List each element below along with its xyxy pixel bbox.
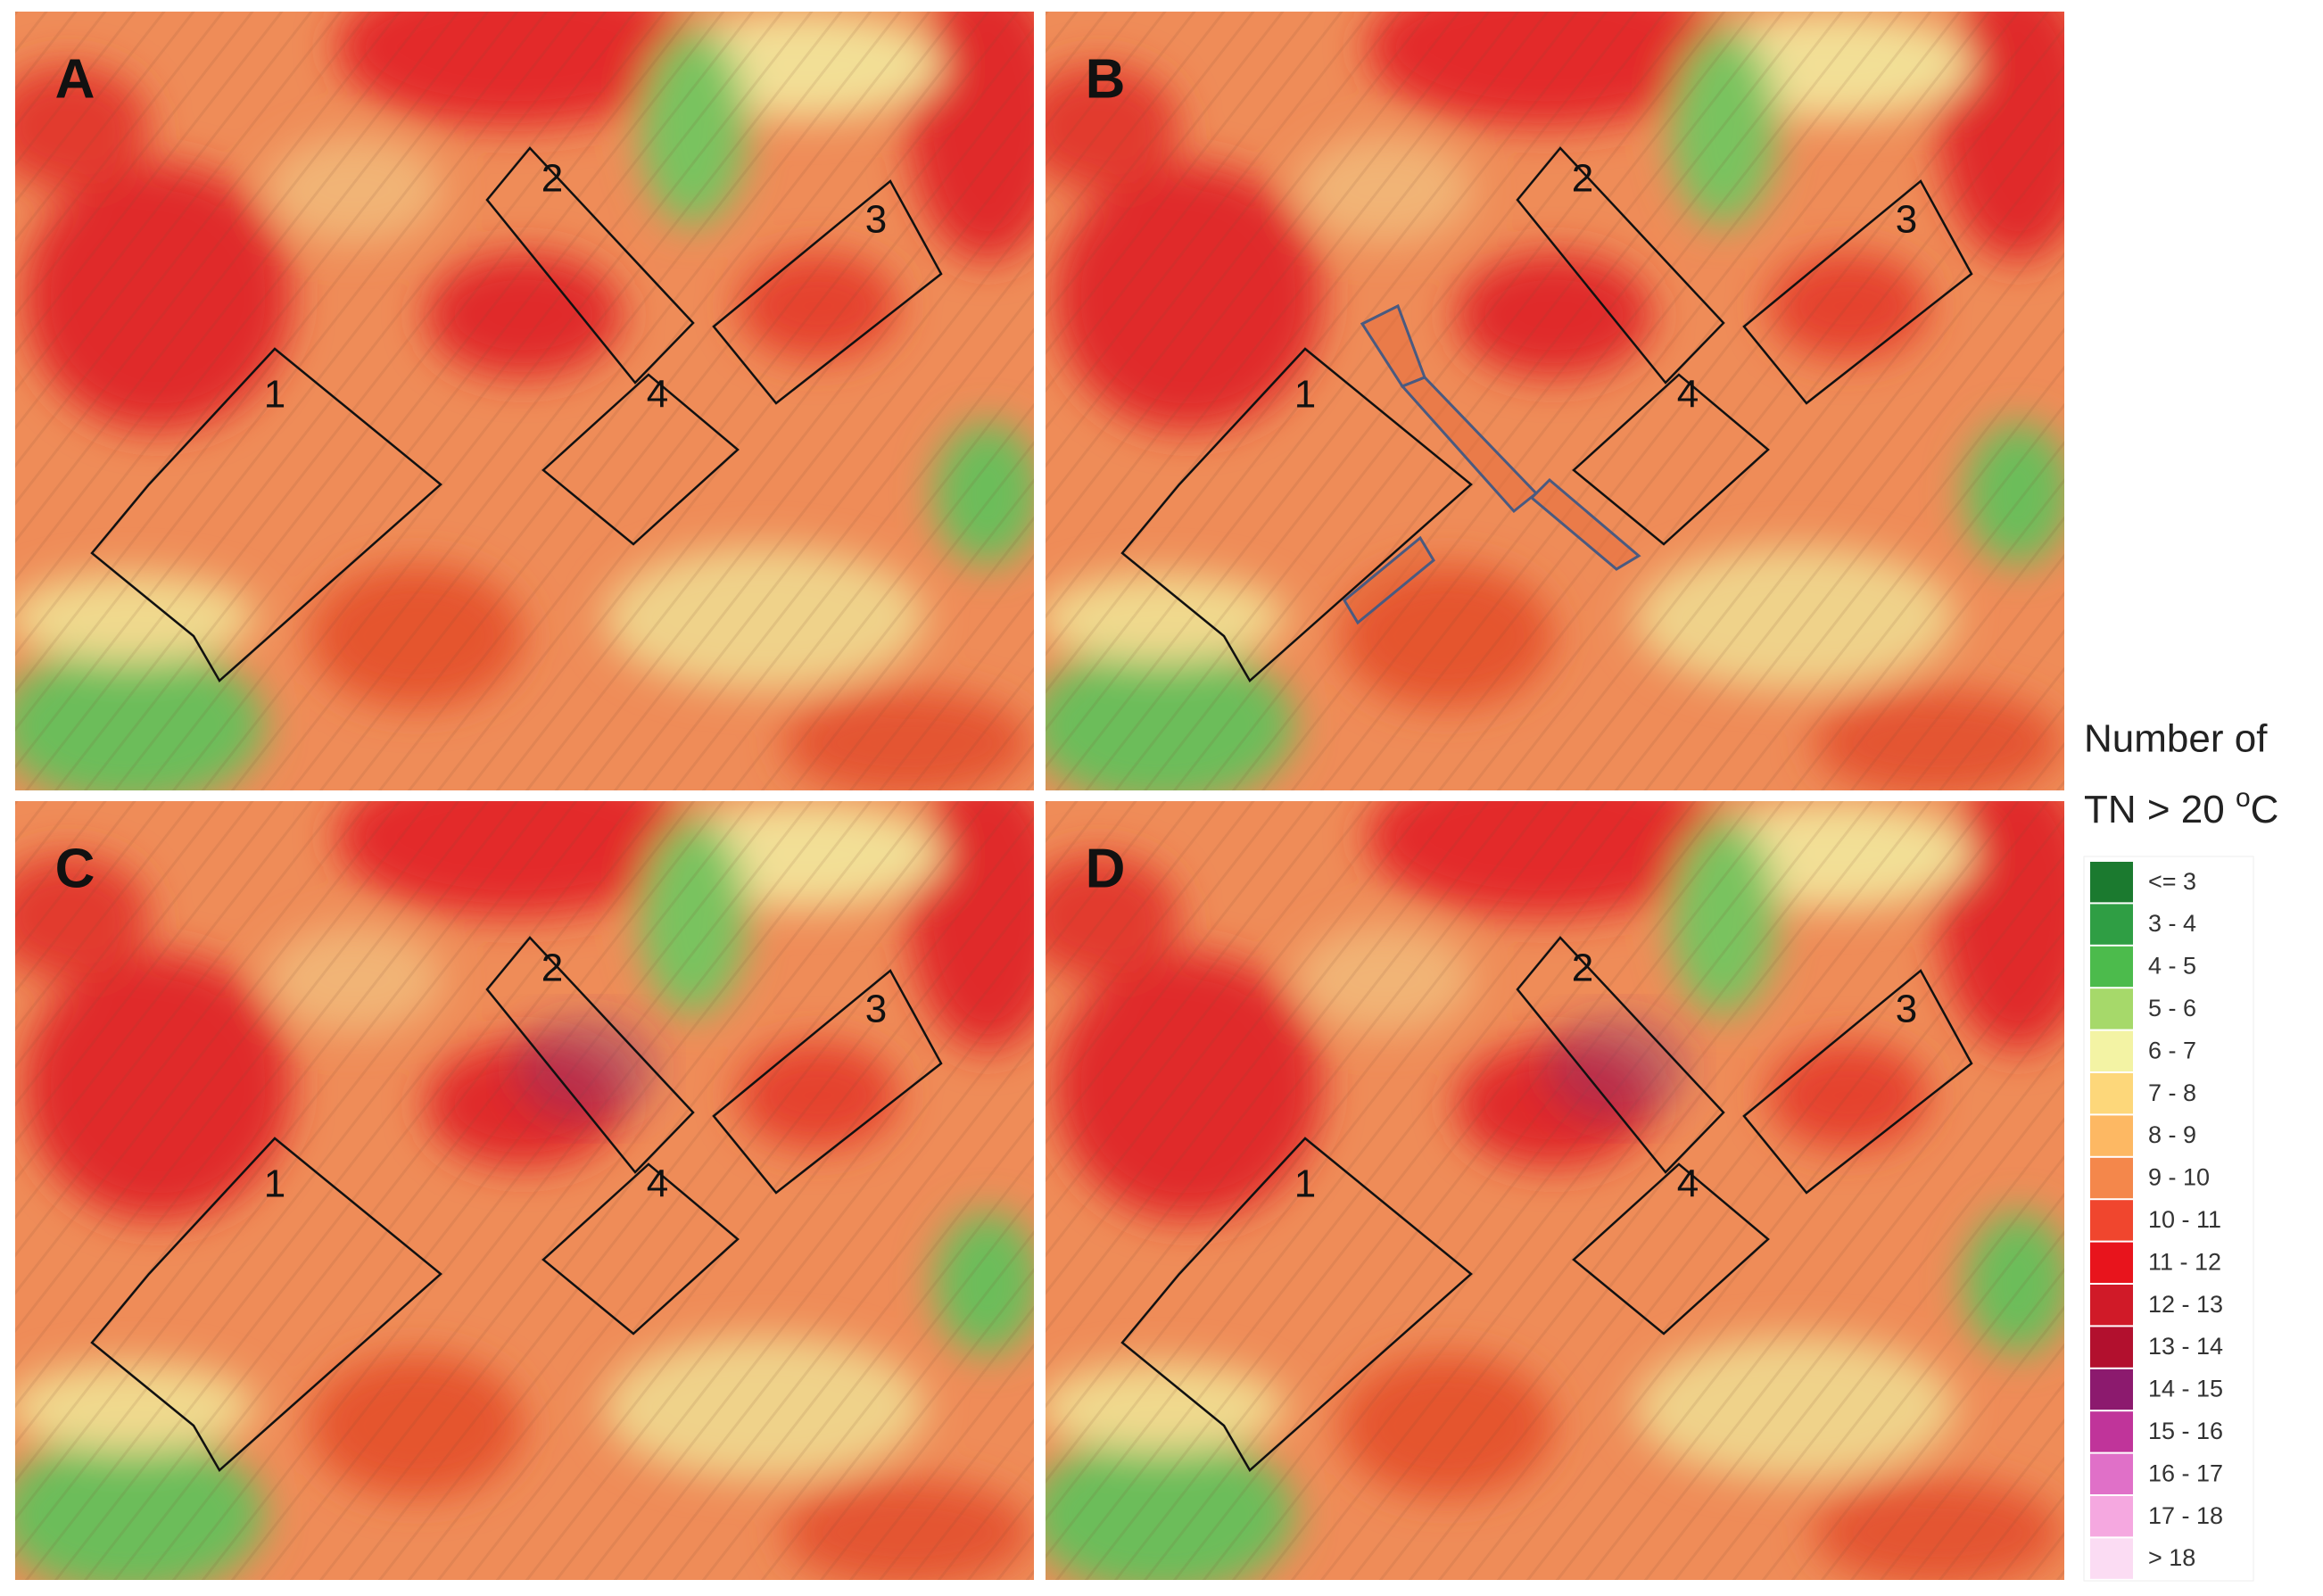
legend-label: 11 - 12	[2148, 1248, 2221, 1275]
zone-outline	[90, 347, 442, 682]
legend-label: 17 - 18	[2148, 1502, 2223, 1529]
zone-label: 2	[1572, 947, 1593, 990]
legend-swatch	[2090, 1242, 2133, 1283]
map-panel: 1 2 3 4 D	[1019, 757, 2098, 1595]
zone-outline	[541, 373, 740, 546]
zone-outline	[1742, 179, 1973, 405]
zone-label: 3	[865, 988, 887, 1031]
legend-label: 8 - 9	[2148, 1121, 2196, 1148]
legend-swatch	[2090, 1030, 2133, 1071]
legend-swatch	[2090, 1538, 2133, 1579]
legend-label: <= 3	[2148, 868, 2196, 895]
legend-swatch	[2090, 1115, 2133, 1156]
legend-label: 16 - 17	[2148, 1460, 2223, 1486]
legend-swatch	[2090, 1157, 2133, 1199]
zone-label: 1	[1294, 1162, 1316, 1206]
zone-outline	[712, 179, 943, 405]
zone-label: 1	[264, 1162, 285, 1206]
legend-swatch	[2090, 1453, 2133, 1494]
heat-map	[1019, 757, 2098, 1595]
legend-label: 12 - 13	[2148, 1291, 2223, 1318]
heat-map	[0, 757, 1068, 1595]
legend-swatch	[2090, 1073, 2133, 1114]
map-panel: 1 2 3 4 A	[0, 0, 1068, 806]
legend-swatch	[2090, 1496, 2133, 1537]
zone-label: 3	[1896, 988, 1917, 1031]
zone-outline	[1516, 936, 1725, 1174]
heat-map	[1019, 0, 2098, 806]
scenario-area	[1343, 535, 1435, 625]
zone-outline	[90, 1137, 442, 1472]
zone-outline	[485, 936, 695, 1174]
zone-label: 2	[1572, 157, 1593, 201]
panel-label: A	[55, 48, 95, 110]
legend-label: 14 - 15	[2148, 1376, 2223, 1402]
legend-label: 10 - 11	[2148, 1206, 2221, 1233]
legend-title-text: TN > 20	[2084, 788, 2236, 831]
legend-swatch	[2090, 904, 2133, 945]
zone-label: 4	[1677, 1162, 1699, 1206]
scenario-area	[1529, 477, 1641, 571]
legend-swatch	[2090, 862, 2133, 903]
panel-label: C	[55, 838, 95, 899]
legend: Number of TN > 20 oC <= 3 3 - 4 4 - 5 5 - 6 6 …	[2083, 717, 2278, 1582]
zone-outline	[712, 969, 943, 1195]
zone-outline	[1120, 347, 1473, 682]
zone-outline	[485, 146, 695, 385]
zone-outline	[1516, 146, 1725, 385]
legend-swatch	[2090, 1327, 2133, 1368]
panel-label: D	[1086, 838, 1126, 899]
zone-label: 1	[264, 373, 285, 417]
legend-label: 5 - 6	[2148, 995, 2196, 1021]
zone-outline	[1572, 373, 1770, 546]
legend-title-superscript: o	[2236, 783, 2251, 813]
map-panel: 1 2 3 4 B	[1019, 0, 2098, 806]
zone-label: 4	[647, 373, 668, 417]
legend-swatch	[2090, 1369, 2133, 1410]
legend-swatch	[2090, 1411, 2133, 1452]
hotspot	[515, 1015, 657, 1122]
legend-label: 9 - 10	[2148, 1164, 2210, 1191]
legend-title: Number of	[2084, 717, 2268, 761]
zone-outline	[1572, 1162, 1770, 1336]
zone-label: 2	[541, 947, 563, 990]
zone-outline	[1120, 1137, 1473, 1472]
legend-title: TN > 20 oC	[2084, 783, 2278, 831]
legend-swatch	[2090, 946, 2133, 988]
legend-label: 4 - 5	[2148, 953, 2196, 980]
legend-label: 13 - 14	[2148, 1333, 2223, 1360]
zone-label: 1	[1294, 373, 1316, 417]
zone-outline	[1742, 969, 1973, 1195]
zone-label: 3	[865, 198, 887, 242]
legend-swatch	[2090, 988, 2133, 1030]
zone-label: 3	[1896, 198, 1917, 242]
legend-label: 7 - 8	[2148, 1079, 2196, 1106]
hotspot	[1545, 1015, 1688, 1122]
legend-label: > 18	[2148, 1544, 2195, 1571]
legend-label: 15 - 16	[2148, 1418, 2223, 1444]
zone-outline	[541, 1162, 740, 1336]
legend-label: 6 - 7	[2148, 1037, 2196, 1063]
zone-label: 2	[541, 157, 563, 201]
zone-label: 4	[1677, 373, 1699, 417]
legend-title-unit: C	[2251, 788, 2279, 831]
panel-label: B	[1086, 48, 1126, 110]
legend-swatch	[2090, 1285, 2133, 1326]
legend-label: 3 - 4	[2148, 910, 2196, 937]
heat-map	[0, 0, 1068, 806]
zone-label: 4	[647, 1162, 668, 1206]
legend-swatch	[2090, 1200, 2133, 1241]
map-panel: 1 2 3 4 C	[0, 757, 1068, 1595]
